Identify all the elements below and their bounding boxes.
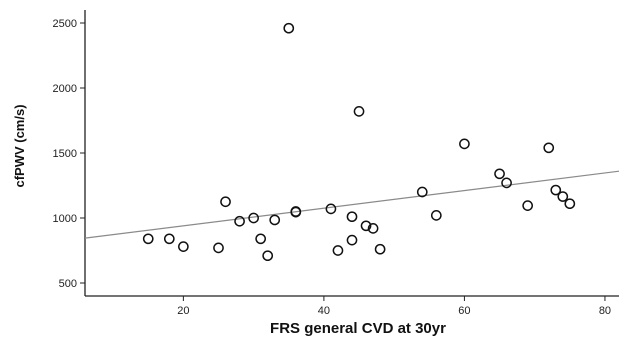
labels-layer: FRS general CVD at 30yr cfPWV (cm/s) [12, 104, 446, 337]
data-point [374, 243, 386, 255]
data-point [325, 203, 337, 215]
data-points-layer [142, 22, 576, 262]
data-point [262, 250, 274, 262]
x-tick-label: 80 [599, 305, 611, 317]
data-point [346, 211, 358, 223]
data-point [178, 241, 189, 252]
data-point [360, 220, 372, 232]
y-tick-label: 2000 [53, 83, 77, 95]
x-tick-label: 40 [318, 305, 330, 317]
y-tick-label: 500 [59, 278, 77, 290]
fit-line [84, 170, 620, 239]
data-point [550, 184, 562, 196]
fit-line-layer [84, 170, 620, 239]
data-point [163, 233, 175, 245]
y-axis-title: cfPWV (cm/s) [12, 104, 27, 187]
y-tick-label: 2500 [53, 18, 77, 30]
data-point [557, 191, 569, 202]
data-point [234, 215, 245, 227]
data-point [248, 212, 259, 224]
data-point [416, 186, 428, 198]
y-tick-label: 1000 [53, 213, 77, 225]
data-point [332, 245, 344, 256]
data-point [459, 138, 470, 150]
data-point [142, 233, 154, 245]
x-tick-label: 60 [458, 305, 470, 317]
data-point [430, 210, 442, 221]
data-point [494, 168, 505, 180]
data-point [543, 142, 555, 154]
data-point [213, 242, 224, 254]
axes: 20 40 60 80 500 1000 1500 2000 2500 [53, 10, 619, 317]
data-point [367, 223, 379, 234]
data-point [290, 206, 302, 217]
y-tick-label: 1500 [53, 148, 77, 160]
data-point [269, 214, 281, 226]
data-point [255, 233, 267, 245]
data-point [501, 177, 512, 189]
data-point [283, 22, 295, 34]
data-point [522, 200, 534, 211]
data-point [564, 198, 576, 210]
plot-area [85, 10, 619, 296]
data-point [353, 106, 365, 117]
x-axis-title: FRS general CVD at 30yr [270, 320, 446, 337]
data-point [346, 234, 358, 246]
x-tick-label: 20 [177, 305, 189, 317]
data-point [220, 196, 231, 208]
